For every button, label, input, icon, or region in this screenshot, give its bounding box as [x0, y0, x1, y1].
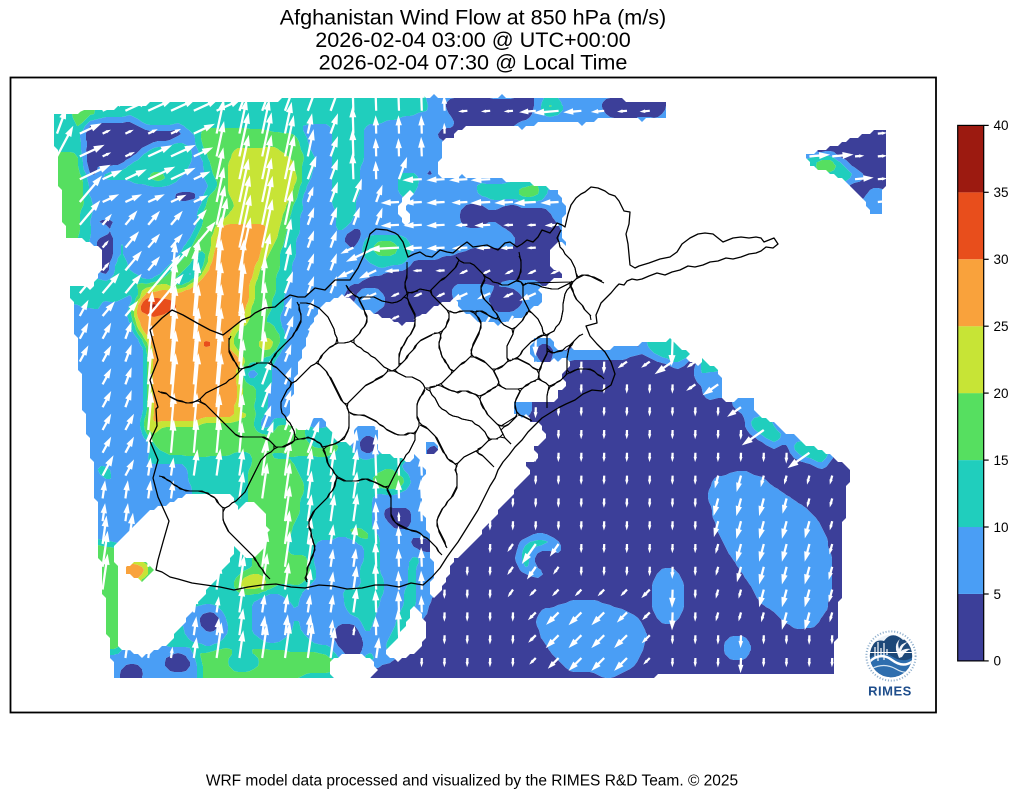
- svg-text:10: 10: [994, 520, 1009, 535]
- svg-text:5: 5: [994, 587, 1002, 602]
- svg-text:25: 25: [994, 319, 1009, 334]
- svg-text:RIMES: RIMES: [868, 684, 912, 699]
- svg-text:20: 20: [994, 386, 1009, 401]
- svg-text:Afghanistan Wind Flow at 850 h: Afghanistan Wind Flow at 850 hPa (m/s): [280, 5, 666, 30]
- svg-text:2026-02-04 03:00 @ UTC+00:00: 2026-02-04 03:00 @ UTC+00:00: [315, 27, 630, 52]
- svg-text:40: 40: [994, 118, 1009, 133]
- svg-text:2026-02-04 07:30 @ Local Time: 2026-02-04 07:30 @ Local Time: [319, 49, 628, 74]
- svg-text:35: 35: [994, 185, 1009, 200]
- svg-text:WRF model data processed and v: WRF model data processed and visualized …: [206, 773, 738, 790]
- svg-text:30: 30: [994, 252, 1009, 267]
- svg-text:0: 0: [994, 654, 1002, 669]
- svg-text:15: 15: [994, 453, 1009, 468]
